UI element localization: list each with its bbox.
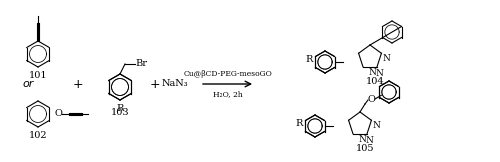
Text: +: + xyxy=(150,77,160,91)
Text: +: + xyxy=(72,77,84,91)
Text: 101: 101 xyxy=(28,71,48,80)
Text: 104: 104 xyxy=(366,77,384,86)
Text: N: N xyxy=(358,135,366,144)
Text: NaN₃: NaN₃ xyxy=(162,80,188,88)
Text: O: O xyxy=(54,110,62,118)
Text: Cu@βCD-PEG-mesoGO: Cu@βCD-PEG-mesoGO xyxy=(183,70,272,78)
Text: N: N xyxy=(366,136,373,145)
Text: N: N xyxy=(376,69,383,78)
Text: Br: Br xyxy=(135,59,147,69)
Text: 105: 105 xyxy=(356,144,374,153)
Text: 102: 102 xyxy=(28,131,48,140)
Text: 103: 103 xyxy=(110,108,130,117)
Text: N: N xyxy=(382,54,390,63)
Text: H₂O, 2h: H₂O, 2h xyxy=(212,90,242,98)
Text: R: R xyxy=(116,104,123,113)
Text: R: R xyxy=(295,120,302,128)
Text: or: or xyxy=(22,79,34,89)
Text: R: R xyxy=(305,56,312,64)
Text: N: N xyxy=(368,68,376,77)
Text: O: O xyxy=(367,96,375,104)
Text: N: N xyxy=(372,121,380,130)
